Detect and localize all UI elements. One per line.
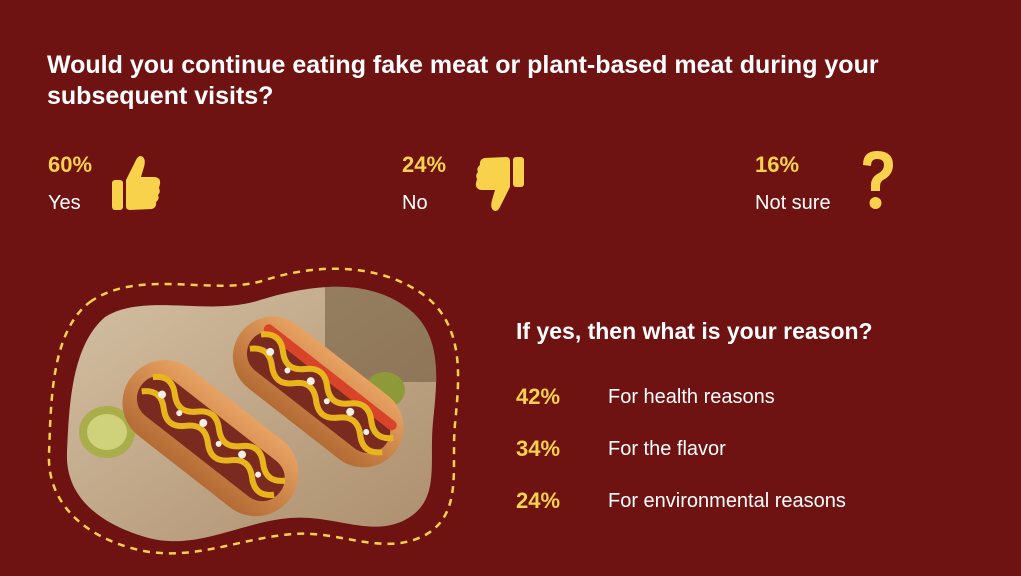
left-hot-dog (122, 360, 299, 517)
hot-dogs-photo (47, 267, 460, 555)
reason-flavor-percent: 34% (516, 436, 561, 461)
reason-flavor-label: For the flavor (608, 438, 726, 460)
stat-no: 24% No (402, 150, 532, 220)
reason-row-environmental: 24% For environmental reasons (516, 488, 936, 518)
stat-yes-percent: 60% (48, 152, 93, 177)
stat-not-sure-percent: 16% (755, 152, 800, 177)
stat-yes: 60% Yes (48, 150, 168, 220)
stat-yes-label: Yes (48, 192, 81, 214)
stat-no-label: No (402, 192, 428, 214)
reasons-title: If yes, then what is your reason? (516, 318, 873, 344)
survey-question: Would you continue eating fake meat or p… (47, 51, 879, 110)
reason-environmental-label: For environmental reasons (608, 490, 846, 512)
right-hot-dog (232, 316, 404, 468)
reason-health-percent: 42% (516, 384, 561, 409)
stat-not-sure-label: Not sure (755, 192, 831, 214)
question-mark-icon (863, 151, 893, 209)
stat-no-percent: 24% (402, 152, 447, 177)
reason-row-flavor: 34% For the flavor (516, 436, 936, 466)
reason-environmental-percent: 24% (516, 488, 561, 513)
dashed-outline (47, 267, 460, 555)
reason-row-health: 42% For health reasons (516, 384, 936, 414)
thumbs-up-icon (112, 156, 161, 210)
thumbs-down-icon (475, 157, 524, 211)
stat-not-sure: 16% Not sure (755, 150, 905, 220)
reason-health-label: For health reasons (608, 386, 775, 408)
